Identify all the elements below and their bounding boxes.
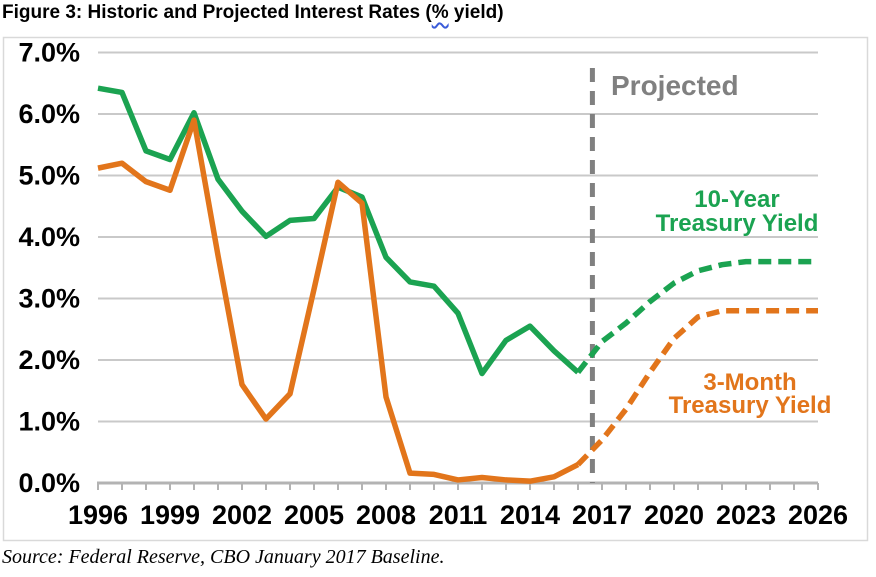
- spellcheck-squiggle-text: %: [431, 2, 449, 23]
- y-tick-label: 0.0%: [18, 468, 80, 498]
- x-tick-label: 2002: [212, 500, 272, 530]
- y-tick-label: 7.0%: [18, 38, 80, 68]
- gridlines: [98, 51, 818, 423]
- ten-year-label-line2: Treasury Yield: [656, 210, 819, 237]
- projected-annotation: Projected: [611, 70, 739, 101]
- chart-title-text-end: yield): [448, 2, 504, 23]
- chart-area-border: [2, 36, 869, 542]
- chart-title: Figure 3: Historic and Projected Interes…: [2, 2, 504, 24]
- x-tick-label: 2017: [572, 500, 632, 530]
- x-tick-label: 2011: [429, 500, 488, 530]
- y-tick-label: 4.0%: [18, 222, 80, 252]
- y-tick-label: 1.0%: [18, 407, 80, 437]
- data-series: [97, 85, 818, 484]
- ten-year-label-line1: 10-Year: [694, 186, 779, 213]
- x-tick-label: 1996: [68, 500, 128, 530]
- x-tick-label: 2008: [356, 500, 416, 530]
- x-axis: [97, 481, 819, 490]
- y-tick-label: 3.0%: [18, 284, 80, 314]
- three-month-label-line1: 3-Month: [703, 369, 796, 396]
- three-month-treasury-line-historic: [97, 117, 580, 484]
- chart-title-text: Figure 3: Historic and Projected Interes…: [2, 2, 432, 23]
- y-tick-label: 6.0%: [18, 99, 80, 129]
- axis-labels: 1996 1999 2002 2005 2008 2011 2014 2017 2020 2023…: [18, 38, 848, 531]
- x-tick-label: 2014: [500, 500, 560, 530]
- y-tick-label: 2.0%: [18, 345, 80, 375]
- x-tick-label: 2020: [644, 500, 704, 530]
- x-tick-label: 2026: [788, 500, 848, 530]
- three-month-treasury-line-projected: [576, 308, 818, 467]
- source-note: Source: Federal Reserve, CBO January 201…: [2, 546, 445, 568]
- x-tick-label: 2023: [716, 500, 776, 530]
- ten-year-treasury-line-historic: [97, 85, 580, 377]
- x-tick-label: 2005: [284, 500, 344, 530]
- x-tick-label: 1999: [140, 500, 200, 530]
- y-tick-label: 5.0%: [18, 161, 80, 191]
- three-month-label-line2: Treasury Yield: [669, 392, 832, 419]
